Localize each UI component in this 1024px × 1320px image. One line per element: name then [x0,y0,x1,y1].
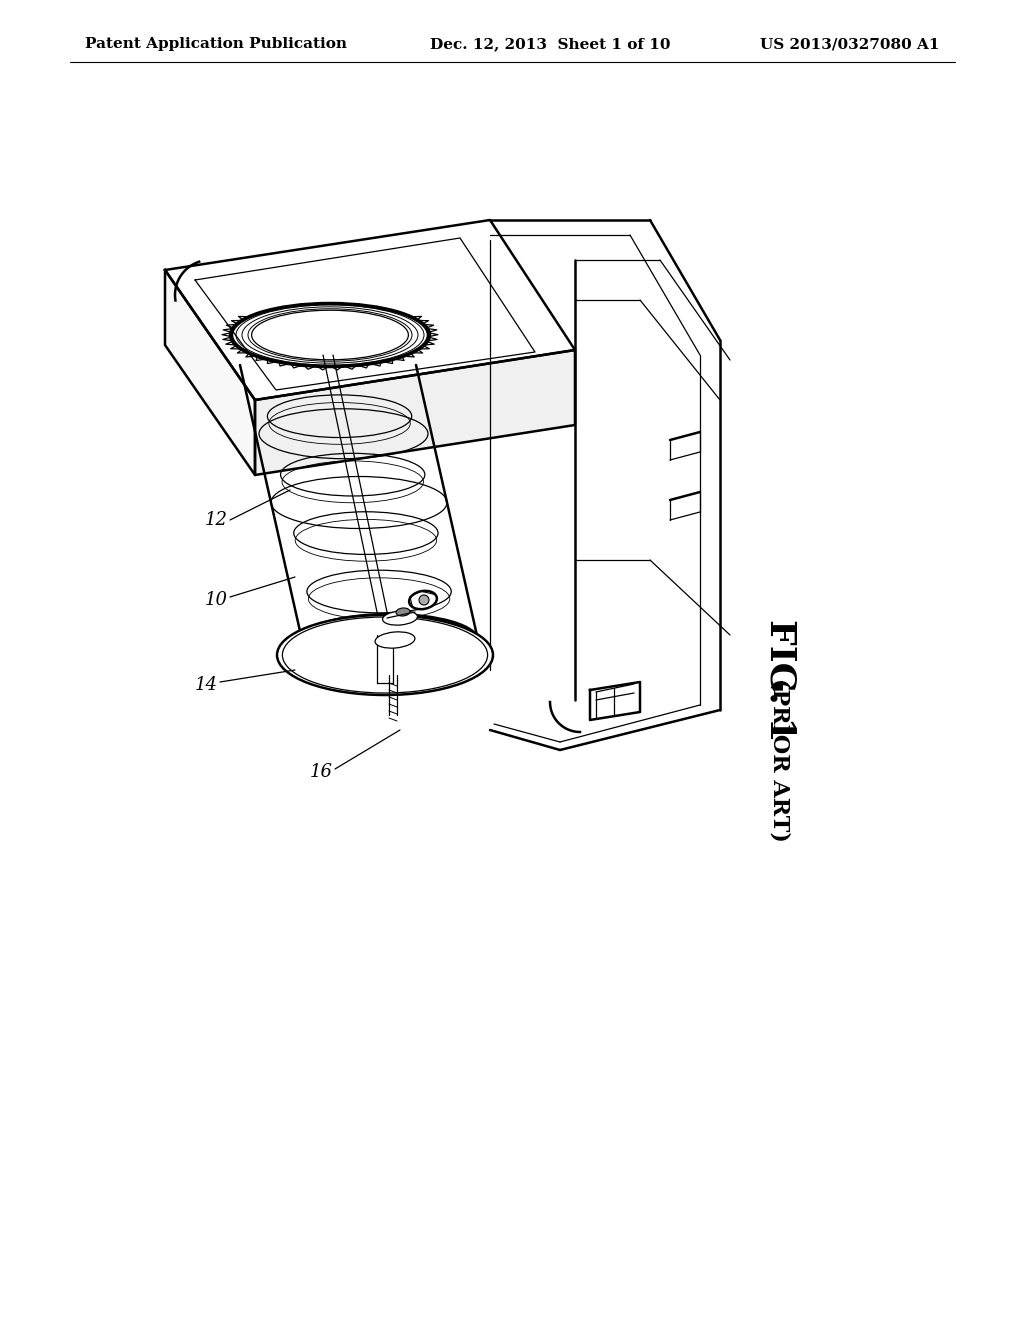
Polygon shape [165,271,255,475]
Ellipse shape [252,310,409,360]
Text: Patent Application Publication: Patent Application Publication [85,37,347,51]
Circle shape [419,595,429,605]
Text: (PRIOR ART): (PRIOR ART) [769,678,791,842]
Text: 12: 12 [205,511,228,529]
Text: 14: 14 [195,676,218,694]
Ellipse shape [302,614,478,667]
Text: US 2013/0327080 A1: US 2013/0327080 A1 [761,37,940,51]
Ellipse shape [278,615,493,696]
Text: FIG. 1: FIG. 1 [763,619,797,742]
Ellipse shape [375,632,415,648]
Text: 10: 10 [205,591,228,609]
Polygon shape [255,350,575,475]
Polygon shape [590,682,640,719]
Ellipse shape [396,609,410,616]
Text: Dec. 12, 2013  Sheet 1 of 10: Dec. 12, 2013 Sheet 1 of 10 [430,37,671,51]
Text: 16: 16 [310,763,333,781]
Polygon shape [165,220,575,400]
Ellipse shape [410,591,437,610]
Ellipse shape [383,611,418,626]
